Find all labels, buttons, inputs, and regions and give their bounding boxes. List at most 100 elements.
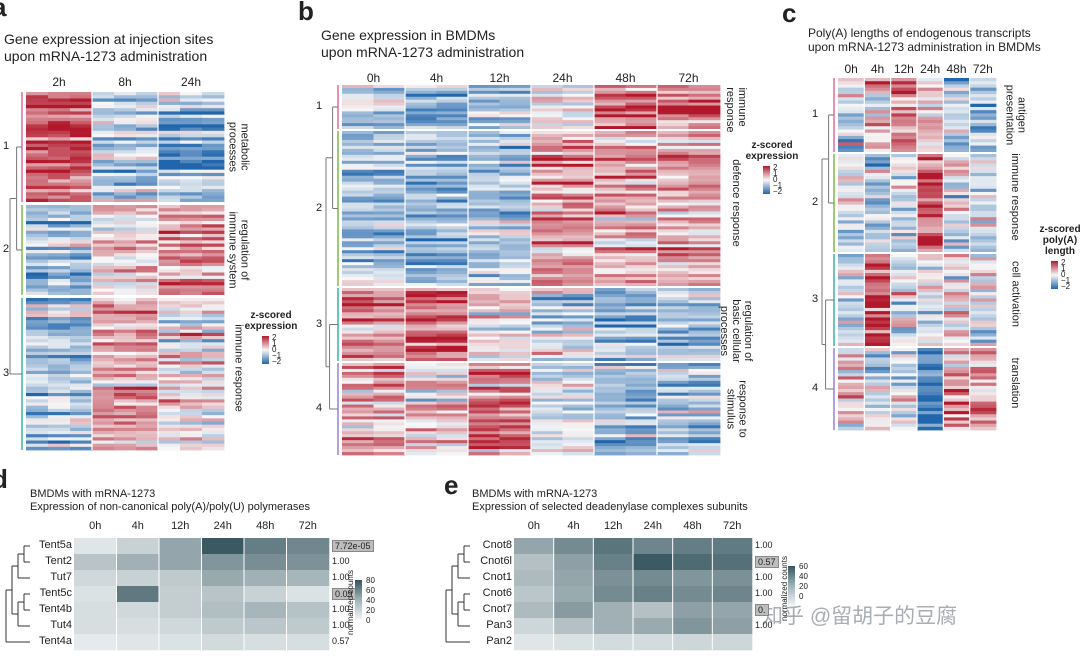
heat-cell (917, 220, 944, 224)
heat-cell (468, 404, 500, 408)
cluster-label-c-4: translation (1008, 357, 1021, 409)
heat-cell (890, 94, 918, 98)
heat-cell (26, 101, 49, 106)
heat-cell (342, 190, 374, 194)
heat-cell (202, 182, 225, 187)
heat-cell (202, 345, 225, 350)
heat-cell (436, 259, 469, 263)
heat-cell (202, 434, 225, 438)
heat-cell (499, 133, 532, 138)
heat-cell (70, 336, 93, 340)
heat-cell (943, 401, 971, 406)
heat-cell (864, 282, 892, 287)
count-cell (633, 618, 673, 635)
heat-cell (531, 226, 563, 230)
heat-cell (70, 386, 93, 391)
heat-cell (917, 78, 944, 82)
heat-cell (890, 220, 918, 224)
heat-cell (70, 224, 93, 228)
heat-cell (890, 342, 918, 347)
heat-cell (202, 253, 225, 257)
heat-cell (405, 99, 437, 103)
heat-cell (70, 227, 93, 232)
heat-cell (943, 411, 971, 415)
heat-cell (180, 124, 203, 128)
heat-cell (158, 253, 181, 257)
heat-cell (373, 351, 406, 356)
heat-cell (943, 248, 971, 253)
heat-cell (158, 111, 181, 116)
heat-cell (405, 283, 437, 287)
heat-cell (114, 211, 137, 216)
heat-cell (625, 244, 658, 248)
heat-cell (405, 413, 437, 417)
heat-cell (92, 117, 115, 122)
heat-cell (373, 401, 406, 405)
heat-cell (373, 446, 406, 450)
heat-cell (499, 148, 532, 153)
count-cell (514, 602, 554, 619)
heat-cell (26, 134, 49, 138)
heat-cell (114, 253, 137, 257)
heat-cell (202, 348, 225, 353)
heat-cell (468, 416, 500, 420)
heat-cell (890, 282, 918, 287)
heat-cell (625, 386, 658, 391)
heat-cell (688, 386, 721, 391)
heat-cell (594, 333, 626, 338)
heat-cell (657, 383, 689, 388)
heat-cell (625, 268, 658, 272)
heat-cell (373, 327, 406, 331)
heat-cell (468, 336, 500, 341)
heat-cell (342, 123, 374, 127)
heat-cell (917, 423, 944, 428)
heat-cell (594, 380, 626, 385)
heat-cell (688, 407, 721, 411)
heat-cell (136, 437, 159, 441)
heat-cell (202, 208, 225, 212)
heat-cell (136, 140, 159, 145)
heat-cell (373, 318, 406, 322)
heat-cell (26, 137, 49, 141)
heat-cell (136, 117, 159, 122)
heat-cell (436, 256, 469, 260)
heat-cell (436, 123, 469, 127)
heat-cell (890, 260, 918, 264)
heat-cell (136, 320, 159, 324)
heat-cell (92, 156, 115, 161)
heat-cell (468, 446, 500, 450)
heat-cell (114, 114, 137, 119)
heat-cell (114, 208, 137, 212)
heat-cell (625, 238, 658, 242)
heat-cell (158, 310, 181, 315)
heat-cell (917, 217, 944, 221)
heat-cell (180, 304, 203, 308)
heat-cell (136, 159, 159, 164)
legend-tick-a: 1 (272, 339, 277, 348)
heat-cell (70, 317, 93, 321)
heat-cell (114, 336, 137, 340)
heat-cell (594, 262, 626, 266)
heat-cell (688, 324, 721, 328)
heat-cell (114, 233, 137, 238)
heat-cell (594, 187, 626, 192)
heat-cell (48, 345, 71, 350)
heat-cell (136, 342, 159, 346)
heat-cell (969, 84, 997, 89)
heat-cell (657, 413, 689, 417)
heat-cell (562, 120, 595, 124)
heat-cell (531, 374, 563, 379)
heat-cell (136, 288, 159, 293)
heat-cell (405, 280, 437, 284)
heat-cell (136, 243, 159, 248)
heat-cell (594, 256, 626, 260)
heat-cell (531, 321, 563, 325)
heat-cell (838, 97, 865, 101)
heat-cell (114, 421, 137, 426)
count-cell (201, 618, 245, 635)
heat-cell (48, 282, 71, 286)
heat-cell (969, 351, 997, 355)
heat-cell (969, 201, 997, 205)
heat-cell (92, 101, 115, 106)
heat-cell (531, 96, 563, 101)
